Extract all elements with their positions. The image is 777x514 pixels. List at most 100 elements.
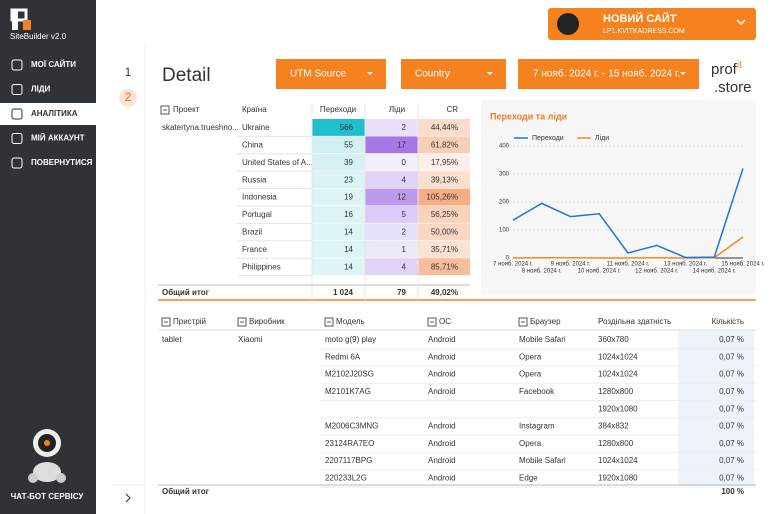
cell: 384x832	[598, 422, 629, 431]
heat-cell	[365, 153, 418, 172]
menu-icon	[11, 84, 23, 95]
filter-label: 7 нояб. 2024 г. - 15 нояб. 2024 г.	[533, 68, 680, 80]
cell: 23124RA7EO	[325, 439, 374, 448]
chatbot-label[interactable]: ЧАТ-БОТ СЕРВІСУ	[11, 492, 85, 501]
clicks-cell: 23	[344, 175, 353, 184]
cell: Android	[428, 474, 456, 483]
cr-cell: 61,82%	[431, 141, 458, 150]
collapse-icon	[427, 317, 437, 327]
cell: 0,07 %	[719, 439, 744, 448]
filter[interactable]	[276, 59, 386, 89]
heat-cell	[418, 188, 470, 206]
cell: 0,07 %	[719, 335, 744, 344]
heat-cell	[418, 223, 470, 241]
column-header: Кількість	[712, 317, 744, 326]
heat-cell	[365, 119, 418, 137]
cell: Edge	[519, 474, 538, 483]
country-cell: France	[242, 245, 267, 254]
cell: 0,07 %	[719, 422, 744, 431]
dropdown-arrow	[736, 19, 746, 26]
series-line	[512, 168, 744, 259]
total-cell: Общий итог	[162, 288, 210, 297]
leads-cell: 17	[397, 141, 406, 150]
y-tick-label: 200	[499, 200, 510, 206]
column-header: Країна	[242, 105, 267, 114]
cell: 2207117BPG	[325, 456, 372, 465]
cell: Android	[428, 352, 456, 361]
cell: Opera	[519, 439, 542, 448]
cell: 0,07 %	[719, 387, 744, 396]
heat-cell	[312, 258, 365, 276]
cell: tablet	[162, 335, 182, 344]
site-title: НОВИЙ САЙТ	[603, 12, 677, 25]
menu: МОЇ САЙТИ ЛІДИ АНАЛІТИКА МІЙ АККАУНТ ПОВЕРНУ…	[11, 59, 93, 169]
menu-item[interactable]: ЛІДИ	[31, 85, 51, 94]
filter-label: Country	[415, 69, 450, 80]
cell: 1024x1024	[598, 352, 638, 361]
clicks-cell: 39	[344, 158, 353, 167]
filter[interactable]	[518, 59, 699, 89]
cell: M2006C3MNG	[325, 422, 378, 431]
total-cell: 1 024	[333, 288, 354, 297]
cell: Android	[428, 439, 456, 448]
heat-cell	[418, 119, 470, 137]
cell: 1024x1024	[598, 370, 638, 379]
logo-mark	[10, 8, 28, 22]
heat-cell	[365, 171, 418, 189]
leads-cell: 2	[402, 228, 407, 237]
robot-hand	[56, 473, 66, 483]
menu-item[interactable]: МОЇ САЙТИ	[31, 60, 76, 69]
menu-item[interactable]: АНАЛІТИКА	[31, 109, 78, 118]
cell: moto g(9) play	[325, 335, 376, 344]
column-header: Модель	[336, 317, 365, 326]
chart: 0 100 200 300 400 7 нояб. 2024 г.8 нояб. 2024…	[493, 134, 765, 275]
cell: 220233L2G	[325, 474, 367, 483]
leads-cell: 4	[402, 175, 407, 184]
site-selector[interactable]	[548, 8, 756, 40]
cr-cell: 56,25%	[431, 210, 458, 219]
x-tick-label: 8 нояб. 2024 г.	[522, 269, 562, 275]
country-cell: Ukraine	[242, 123, 270, 132]
highlight-column	[678, 330, 754, 486]
page-link[interactable]: 2	[125, 90, 132, 104]
cell: 0,07 %	[719, 370, 744, 379]
leads-cell: 12	[397, 193, 406, 202]
legend-label: Ліди	[595, 134, 609, 142]
leads-cell: 0	[402, 158, 407, 167]
cr-cell: 17,95%	[431, 158, 458, 167]
cr-cell: 39,13%	[431, 175, 458, 184]
table-fade	[158, 276, 470, 284]
column-header: Роздільна здатність	[598, 317, 671, 326]
heat-cell	[365, 206, 418, 224]
page-link[interactable]: 1	[125, 65, 132, 79]
clicks-cell: 14	[344, 245, 353, 254]
cr-cell: 105,26%	[426, 193, 458, 202]
filter-label: UTM Source	[290, 69, 347, 80]
heat-cell	[365, 136, 418, 154]
menu-icon	[11, 59, 23, 71]
filters: UTM Source Country 7 нояб. 2024 г. - 15 но…	[276, 59, 699, 89]
cell: 1280x800	[598, 387, 634, 396]
menu-item[interactable]: ПОВЕРНУТИСЯ	[31, 158, 93, 167]
heat-cell	[312, 153, 365, 172]
country-cell: Portugal	[242, 210, 272, 219]
page-title: Detail	[162, 65, 211, 86]
menu-item[interactable]: МІЙ АККАУНТ	[31, 134, 85, 143]
sidebar	[0, 0, 96, 514]
cell: 1920x1080	[598, 474, 638, 483]
project-cell: skatertyna.trueshno...	[162, 123, 239, 132]
column-header: Пристрій	[173, 317, 206, 326]
x-tick-label: 10 нояб. 2024 г.	[578, 269, 621, 275]
chart-panel	[481, 100, 756, 295]
cell: Android	[428, 456, 456, 465]
device-table: Пристрій Виробник Модель ОС Браузер Роздільна…	[158, 317, 756, 496]
x-tick-label: 13 нояб. 2024 г.	[664, 262, 707, 268]
cell: Instagram	[519, 422, 555, 431]
heat-cell	[365, 188, 418, 206]
heat-cell	[312, 223, 365, 241]
expand-arrow[interactable]	[125, 493, 131, 503]
site-avatar	[557, 13, 579, 35]
filter[interactable]	[401, 59, 506, 89]
heat-cell	[312, 171, 365, 189]
